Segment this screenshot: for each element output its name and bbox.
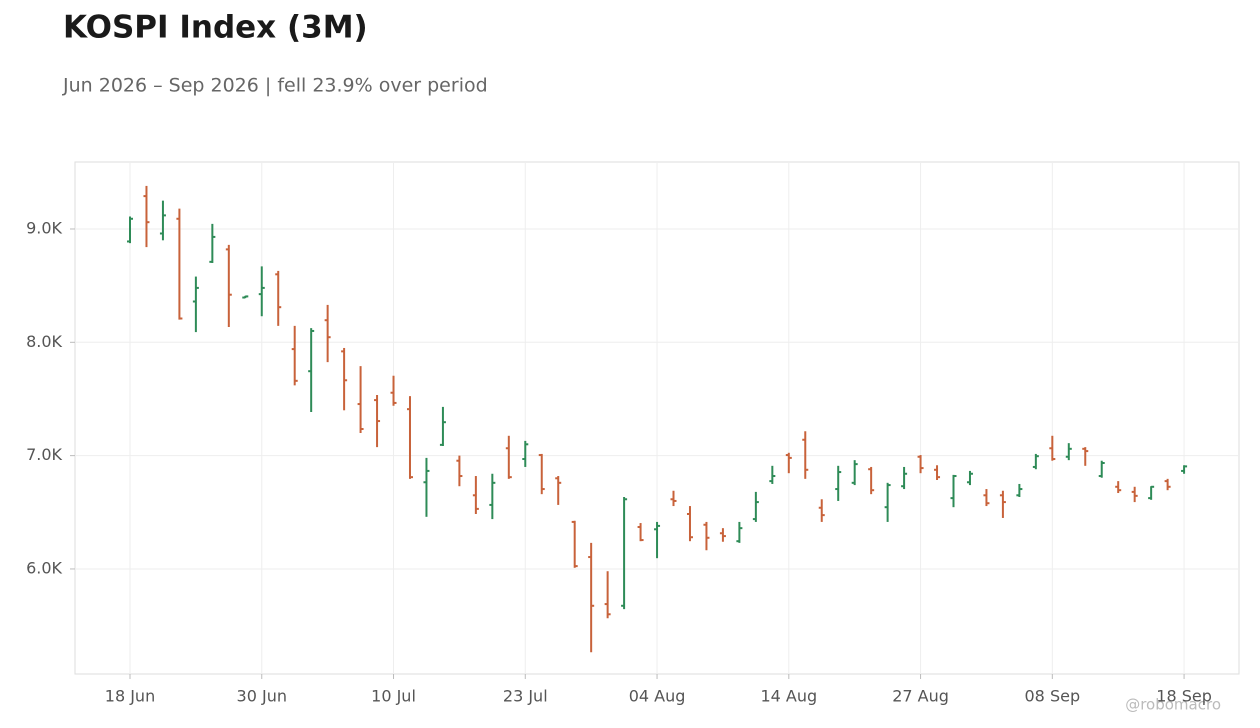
chart-subtitle: Jun 2026 – Sep 2026 | fell 23.9% over pe…	[62, 75, 488, 97]
chart-title: KOSPI Index (3M)	[63, 10, 368, 46]
y-tick-label: 9.0K	[26, 218, 62, 237]
x-tick-label: 14 Aug	[760, 687, 817, 706]
watermark: @robomacro	[1125, 696, 1221, 714]
x-tick-label: 18 Sep	[1156, 687, 1212, 706]
y-tick-label: 8.0K	[26, 332, 62, 351]
y-tick-label: 6.0K	[26, 558, 62, 577]
x-tick-label: 08 Sep	[1025, 687, 1081, 706]
x-tick-label: 04 Aug	[629, 687, 686, 706]
y-tick-label: 7.0K	[26, 445, 62, 464]
x-tick-label: 23 Jul	[503, 687, 548, 706]
x-tick-label: 30 Jun	[237, 687, 287, 706]
x-tick-label: 27 Aug	[892, 687, 949, 706]
x-tick-label: 10 Jul	[371, 687, 416, 706]
x-tick-label: 18 Jun	[105, 687, 155, 706]
